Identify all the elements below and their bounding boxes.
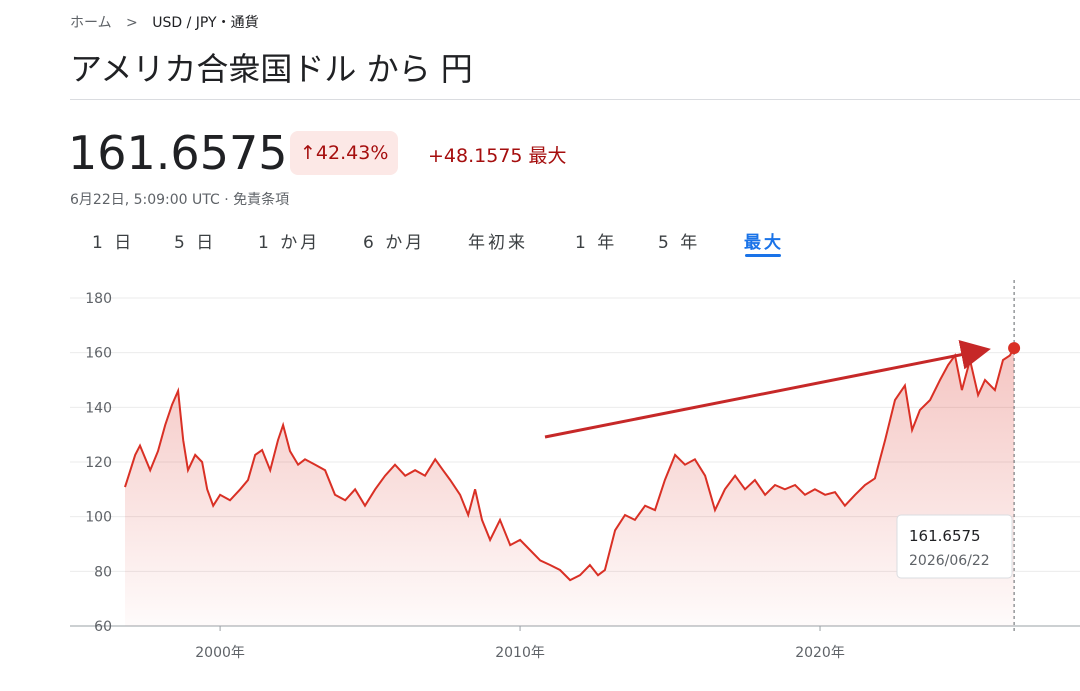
timestamp-line: 6月22日, 5:09:00 UTC · 免責条項 [70,192,290,208]
line [124,347,1015,582]
tooltip-value: 161.6575 [909,527,981,545]
tab[interactable]: 5 年 [658,233,701,253]
tab[interactable]: 6 か月 [363,233,426,253]
change: +48.1575 [428,145,523,167]
tab[interactable]: 1 年 [575,233,618,253]
y-tick-label: 160 [85,346,112,362]
area [125,348,1015,626]
y-tick-label: 140 [85,400,112,416]
x-tick-label: 2020年 [795,645,845,661]
timestamp: 6月22日, 5:09:00 UTC [70,192,220,208]
end-point [1008,342,1021,355]
tooltip: 161.6575 2026/06/22 [896,514,1013,579]
tab[interactable]: 1 日 [92,233,135,253]
y-tick-label: 60 [94,619,112,635]
x-tick-label: 2010年 [495,645,545,661]
page-title: アメリカ合衆国ドル から 円 [70,50,473,88]
change-percent: 42.43% [315,142,389,164]
divider [70,99,1080,100]
breadcrumb-separator: > [126,15,138,31]
change-line: +48.1575 最大 [428,141,567,168]
y-tick-label: 80 [94,564,112,580]
y-tick-label: 180 [85,291,112,307]
breadcrumb-current: USD / JPY・通貨 [152,15,259,31]
tab[interactable]: 年初来 [468,233,528,253]
chart: 60 80 100 120 140 160 180 2000年 2010年 2020年 161.65… [70,280,1080,661]
up-arrow-icon: ↑ [300,142,316,164]
period: 最大 [528,145,567,167]
tooltip-box [896,514,1013,579]
tab[interactable]: 1 か月 [258,233,321,253]
y-tick-label: 120 [85,455,112,471]
change-chip: ↑42.43% [290,131,399,175]
x-tick-label: 2000年 [195,645,245,661]
disclaimer[interactable]: 免責条項 [233,192,290,208]
trend-arrow [544,339,991,439]
breadcrumb: ホーム > USD / JPY・通貨 [70,12,259,32]
tab-underline [745,254,781,257]
y-tick-label: 100 [85,510,112,526]
breadcrumb-home[interactable]: ホーム [70,15,112,31]
tab-active[interactable]: 最大 [744,233,784,253]
tab[interactable]: 5 日 [174,233,217,253]
price: 161.6575 [68,126,288,180]
tooltip-date: 2026/06/22 [909,553,990,569]
